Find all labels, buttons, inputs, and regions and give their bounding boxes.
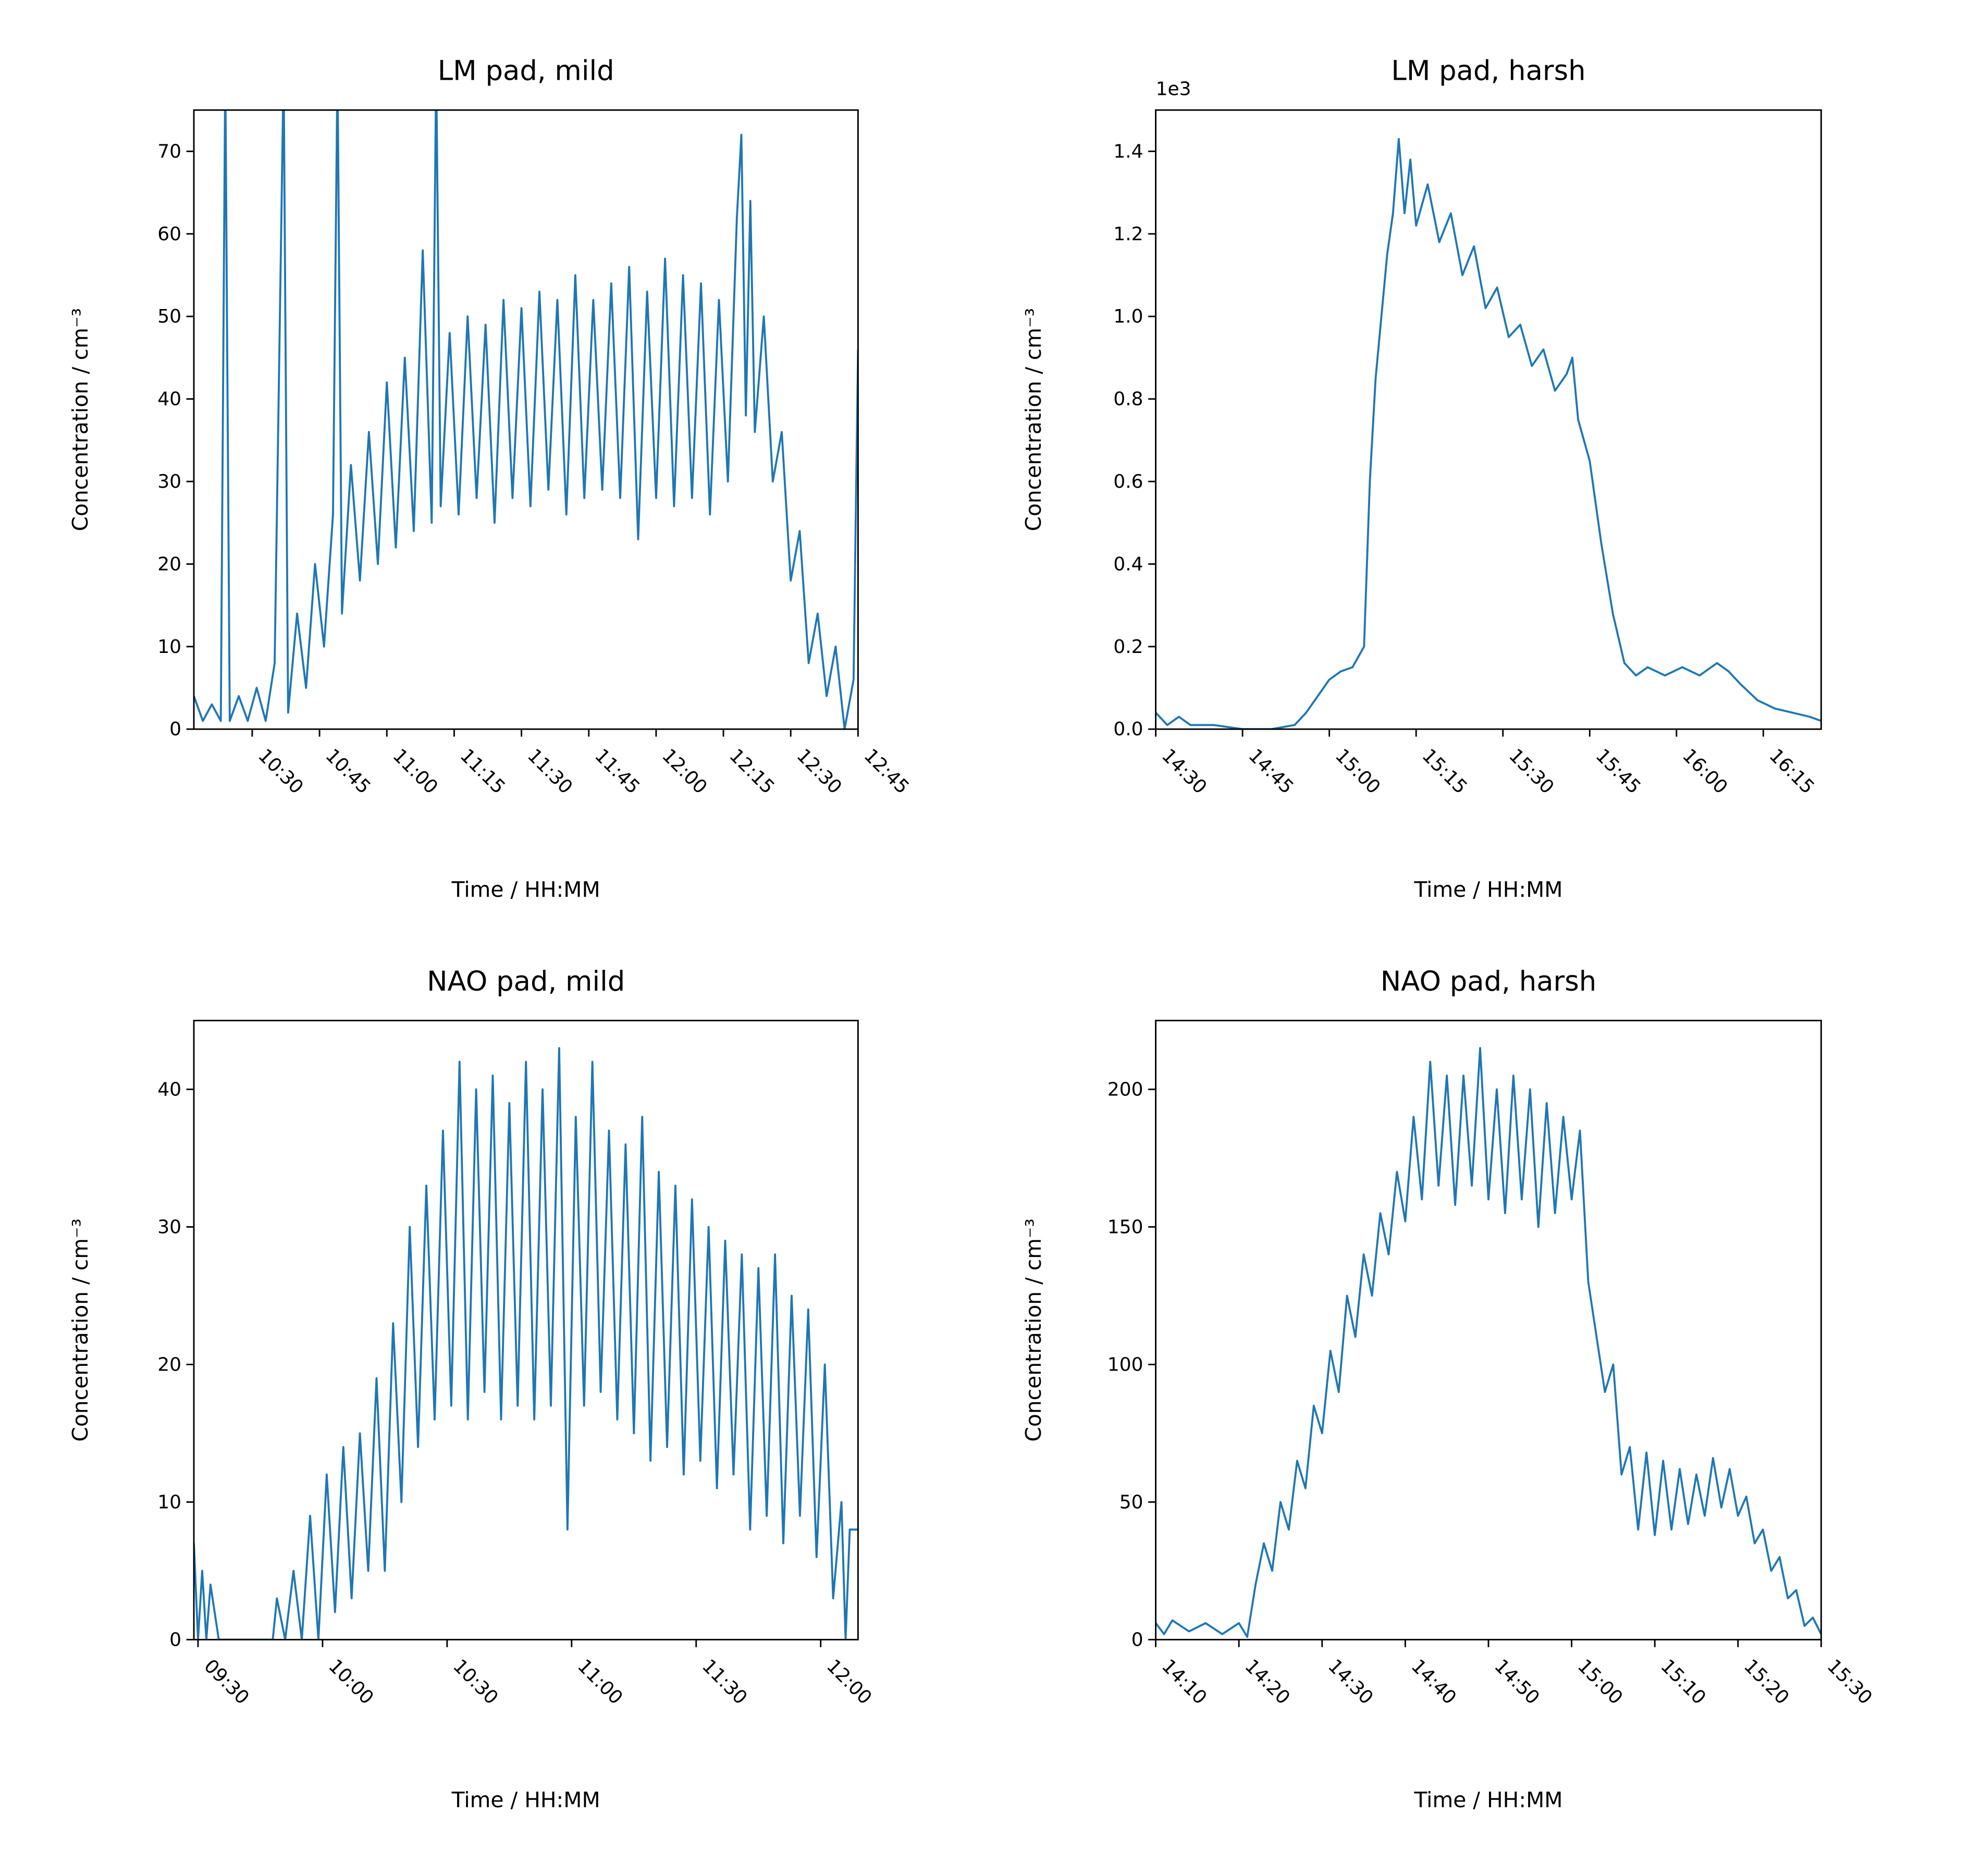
x-tick-label: 14:10 [1158,1656,1211,1709]
y-tick-label: 10 [157,1491,181,1513]
y-tick-label: 50 [1119,1491,1143,1513]
axes-frame [1155,109,1822,730]
y-tick-label: 20 [157,553,181,575]
x-tick-label: 14:20 [1240,1656,1294,1709]
data-line [194,110,858,730]
y-tick-label: 150 [1107,1216,1143,1238]
y-tick-label: 0.0 [1113,719,1143,740]
y-tick-label: 50 [157,306,181,327]
y-tick-label: 70 [157,141,181,162]
y-tick-label: 1.2 [1113,224,1143,245]
y-tick-label: 0 [1131,1629,1143,1650]
x-tick-label: 15:45 [1592,745,1645,798]
x-tick-label: 15:15 [1418,745,1471,798]
x-axis-label: Time / HH:MM [1413,877,1562,902]
y-axis-label: Concentration / cm⁻³ [1021,1218,1046,1441]
x-tick-label: 12:15 [725,745,778,798]
x-tick-label: 15:00 [1331,745,1384,798]
x-tick-label: 12:30 [792,745,845,798]
y-tick-label: 0.8 [1113,389,1143,410]
x-tick-label: 14:30 [1324,1656,1377,1709]
x-axis-label: Time / HH:MM [451,877,600,902]
x-tick-label: 11:30 [523,745,576,798]
x-tick-label: 14:30 [1158,745,1211,798]
data-line [194,1047,858,1640]
chart-title: LM pad, mild [438,55,614,87]
chart-title: NAO pad, mild [427,966,625,997]
y-tick-label: 0.4 [1113,553,1143,575]
x-axis-label: Time / HH:MM [451,1787,600,1812]
y-tick-label: 1.0 [1113,306,1143,327]
x-tick-label: 14:50 [1490,1656,1543,1709]
x-tick-label: 11:00 [573,1656,626,1709]
x-tick-label: 15:20 [1740,1656,1793,1709]
x-tick-label: 16:00 [1678,745,1731,798]
x-tick-label: 14:40 [1407,1656,1460,1709]
chart-title: NAO pad, harsh [1381,966,1596,997]
y-tick-label: 1.4 [1113,141,1143,162]
y-tick-label: 40 [157,389,181,410]
y-axis-label: Concentration / cm⁻³ [68,1218,93,1441]
x-tick-label: 15:30 [1823,1656,1876,1709]
y-offset-label: 1e3 [1156,78,1191,100]
y-tick-label: 30 [157,471,181,492]
data-line [1155,138,1821,730]
x-tick-label: 15:10 [1656,1656,1709,1709]
x-tick-label: 10:45 [321,745,374,798]
y-tick-label: 10 [157,636,181,658]
y-axis-label: Concentration / cm⁻³ [68,308,93,531]
y-tick-label: 20 [157,1354,181,1375]
x-tick-label: 16:15 [1765,745,1818,798]
chart-title: LM pad, harsh [1391,55,1585,87]
y-tick-label: 30 [157,1216,181,1238]
x-tick-label: 12:00 [658,745,711,798]
x-tick-label: 10:00 [324,1656,377,1709]
y-tick-label: 0.2 [1113,636,1143,658]
x-tick-label: 11:15 [456,745,509,798]
axes-frame [193,109,859,730]
x-tick-label: 10:30 [449,1656,502,1709]
y-axis-label: Concentration / cm⁻³ [1021,308,1046,531]
y-tick-label: 0 [169,719,181,740]
y-tick-label: 60 [157,224,181,245]
x-tick-label: 11:00 [389,745,442,798]
x-axis-label: Time / HH:MM [1413,1787,1562,1812]
x-tick-label: 15:00 [1573,1656,1627,1709]
x-tick-label: 14:45 [1244,745,1297,798]
x-tick-label: 11:30 [698,1656,751,1709]
x-tick-label: 09:30 [200,1656,253,1709]
x-tick-label: 15:30 [1505,745,1558,798]
x-tick-label: 11:45 [590,745,644,798]
axes-frame [193,1019,859,1640]
y-tick-label: 40 [157,1079,181,1100]
y-tick-label: 0 [169,1629,181,1650]
y-tick-label: 200 [1107,1079,1143,1100]
x-tick-label: 12:45 [860,745,913,798]
x-tick-label: 10:30 [254,745,307,798]
data-line [1155,1047,1821,1638]
y-tick-label: 100 [1107,1354,1143,1375]
axes-frame [1155,1019,1822,1640]
x-tick-label: 12:00 [822,1656,876,1709]
y-tick-label: 0.6 [1113,471,1143,492]
